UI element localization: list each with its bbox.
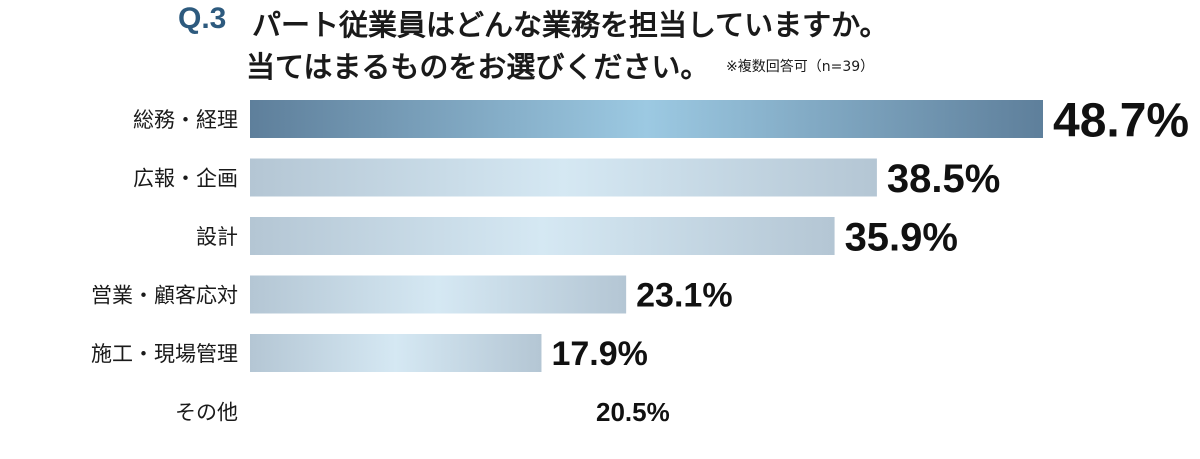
value-label: 48.7% xyxy=(1053,94,1189,147)
category-label: 営業・顧客応対 xyxy=(91,284,238,308)
value-label: 20.5% xyxy=(596,397,670,427)
category-label: 施工・現場管理 xyxy=(91,342,238,366)
category-label: その他 xyxy=(175,401,238,425)
question-number: Q.3 xyxy=(178,2,227,35)
bar xyxy=(250,100,1043,138)
value-label: 35.9% xyxy=(845,215,958,259)
chart-title-line1: パート従業員はどんな業務を担当していますか。 xyxy=(252,8,889,42)
bar xyxy=(250,217,835,255)
category-label: 総務・経理 xyxy=(133,108,238,132)
chart-title-block: Q.3 パート従業員はどんな業務を担当していますか。 当てはまるものをお選びくだ… xyxy=(0,0,1200,90)
value-label: 23.1% xyxy=(636,277,732,315)
sample-size-note: ※複数回答可（n=39） xyxy=(726,59,875,75)
bar xyxy=(250,334,542,372)
value-label: 38.5% xyxy=(887,157,1000,201)
category-label: 広報・企画 xyxy=(133,167,238,191)
bar xyxy=(250,158,877,197)
chart-title-line2: 当てはまるものをお選びください。 xyxy=(246,50,710,84)
bar xyxy=(250,275,627,314)
category-label: 設計 xyxy=(196,225,238,249)
value-label: 17.9% xyxy=(551,335,647,373)
